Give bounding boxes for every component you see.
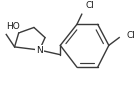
Text: Cl: Cl xyxy=(126,31,135,40)
Text: N: N xyxy=(36,46,43,55)
Text: HO: HO xyxy=(6,22,20,31)
Text: Cl: Cl xyxy=(86,1,94,10)
